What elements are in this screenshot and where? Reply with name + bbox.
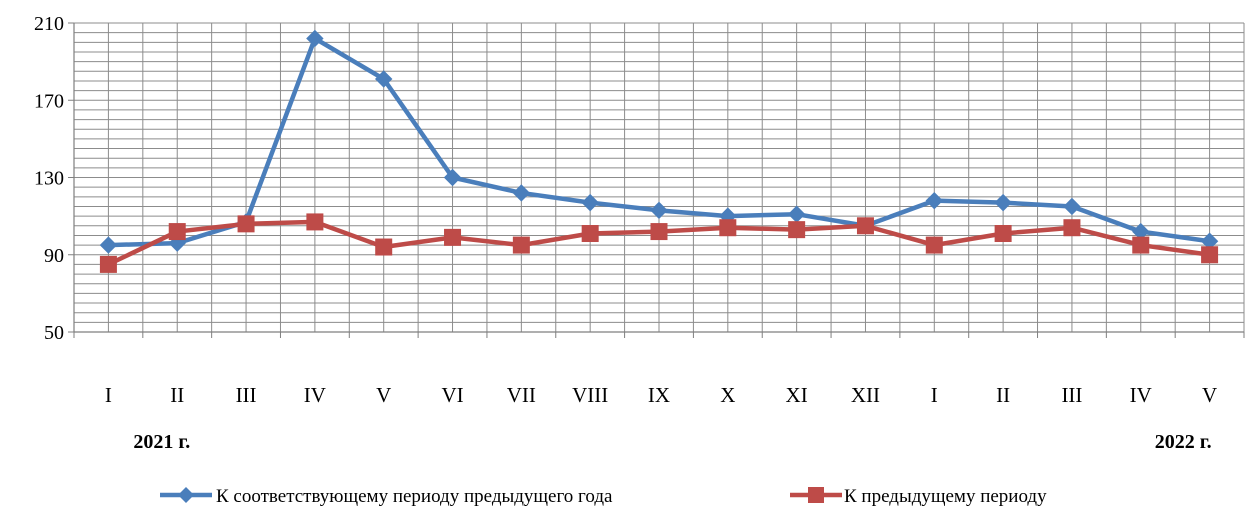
series-2-point bbox=[99, 255, 117, 273]
x-tick-label: II bbox=[996, 383, 1010, 407]
series-2-point bbox=[1201, 246, 1219, 264]
series-1-point bbox=[650, 201, 668, 220]
series-1-point bbox=[925, 191, 944, 210]
series-1-point bbox=[374, 70, 393, 88]
series-2-point bbox=[1132, 236, 1150, 254]
y-tick-label: 210 bbox=[34, 13, 64, 35]
series-2-point bbox=[650, 223, 668, 241]
x-tick-label: IX bbox=[648, 383, 670, 407]
series-2-point bbox=[925, 236, 943, 254]
x-tick-label: I bbox=[931, 383, 938, 407]
y-tick-label: 50 bbox=[44, 322, 64, 344]
y-tick-label: 170 bbox=[34, 90, 64, 112]
x-tick-label: VII bbox=[507, 383, 536, 407]
x-tick-label: III bbox=[236, 383, 257, 407]
x-tick-label: IV bbox=[1130, 383, 1152, 407]
series-2-point bbox=[788, 221, 806, 239]
series-2-point bbox=[856, 217, 874, 235]
x-tick-label: V bbox=[376, 383, 391, 407]
series-2-point bbox=[237, 215, 255, 233]
x-tick-label: I bbox=[105, 383, 112, 407]
x-tick-label: IV bbox=[304, 383, 326, 407]
year-label: 2022 г. bbox=[1155, 431, 1212, 453]
year-label: 2021 г. bbox=[133, 431, 190, 453]
x-tick-label: XII bbox=[851, 383, 880, 407]
legend-label: К соответствующему периоду предыдущего г… bbox=[216, 486, 613, 507]
series-layer bbox=[99, 29, 1219, 273]
series-1-point bbox=[1063, 197, 1081, 216]
y-tick-label: 90 bbox=[44, 245, 64, 267]
series-1-point bbox=[306, 29, 324, 48]
series-1-point bbox=[99, 236, 118, 254]
legend: К соответствующему периоду предыдущего г… bbox=[160, 486, 1047, 507]
x-tick-label: V bbox=[1202, 383, 1217, 407]
axis-layer bbox=[68, 22, 1245, 338]
series-2-point bbox=[1063, 219, 1081, 237]
x-tick-label: II bbox=[170, 383, 184, 407]
series-1-point bbox=[512, 184, 531, 202]
legend-swatch-marker bbox=[178, 487, 194, 503]
x-tick-label: X bbox=[720, 383, 735, 407]
x-tick-label: VI bbox=[441, 383, 463, 407]
grid-layer bbox=[74, 22, 1245, 332]
series-2-point bbox=[306, 213, 324, 231]
legend-label: К предыдущему периоду bbox=[844, 486, 1047, 507]
y-tick-label: 130 bbox=[34, 168, 64, 190]
series-1-point bbox=[787, 205, 806, 223]
series-2-point bbox=[375, 238, 393, 256]
series-1-point bbox=[994, 193, 1012, 212]
series-2-point bbox=[994, 225, 1012, 243]
legend-swatch-marker bbox=[808, 487, 824, 503]
x-tick-label: XI bbox=[786, 383, 808, 407]
series-1-point bbox=[581, 193, 599, 212]
series-2-point bbox=[581, 225, 599, 243]
series-2-point bbox=[444, 228, 462, 246]
series-2-point bbox=[168, 223, 186, 241]
series-1-point bbox=[443, 168, 462, 187]
x-tick-label: VIII bbox=[572, 383, 608, 407]
x-tick-label: III bbox=[1061, 383, 1082, 407]
series-2-point bbox=[512, 236, 530, 254]
series-2-point bbox=[719, 219, 737, 237]
